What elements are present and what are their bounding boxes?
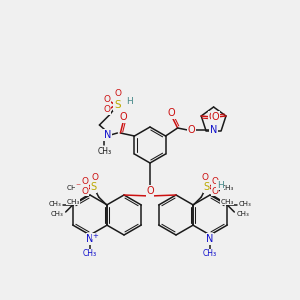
- Text: S: S: [203, 182, 209, 192]
- Text: O: O: [104, 95, 111, 104]
- Text: N: N: [206, 234, 214, 244]
- Text: O: O: [208, 112, 216, 122]
- Text: O: O: [188, 125, 195, 135]
- Text: CH₃: CH₃: [83, 250, 97, 259]
- Text: N: N: [86, 234, 94, 244]
- Text: CH₃: CH₃: [50, 211, 63, 217]
- Text: O: O: [120, 112, 127, 122]
- Text: O: O: [91, 172, 98, 182]
- Text: S: S: [114, 100, 121, 110]
- Text: O: O: [146, 186, 154, 196]
- Text: O: O: [168, 108, 176, 118]
- Text: ⁻: ⁻: [75, 182, 80, 192]
- Text: CH₃: CH₃: [66, 185, 80, 191]
- Text: CH₃: CH₃: [237, 211, 250, 217]
- Text: H: H: [217, 181, 224, 190]
- Text: CH₃: CH₃: [220, 199, 234, 205]
- Text: O: O: [202, 172, 209, 182]
- Text: O: O: [212, 112, 219, 122]
- Text: CH₃: CH₃: [203, 250, 217, 259]
- Text: N: N: [210, 125, 217, 135]
- Text: O: O: [212, 178, 219, 187]
- Text: O: O: [115, 89, 122, 98]
- Text: +: +: [92, 233, 98, 239]
- Text: O: O: [81, 187, 88, 196]
- Text: CH₃: CH₃: [48, 201, 61, 207]
- Text: CH₃: CH₃: [66, 199, 80, 205]
- Text: O: O: [81, 178, 88, 187]
- Text: O: O: [104, 106, 111, 115]
- Text: O: O: [212, 187, 219, 196]
- Text: CH₃: CH₃: [220, 185, 234, 191]
- Text: H: H: [126, 97, 133, 106]
- Text: N: N: [104, 130, 111, 140]
- Text: CH₃: CH₃: [97, 146, 112, 155]
- Text: CH₃: CH₃: [239, 201, 252, 207]
- Text: S: S: [91, 182, 97, 192]
